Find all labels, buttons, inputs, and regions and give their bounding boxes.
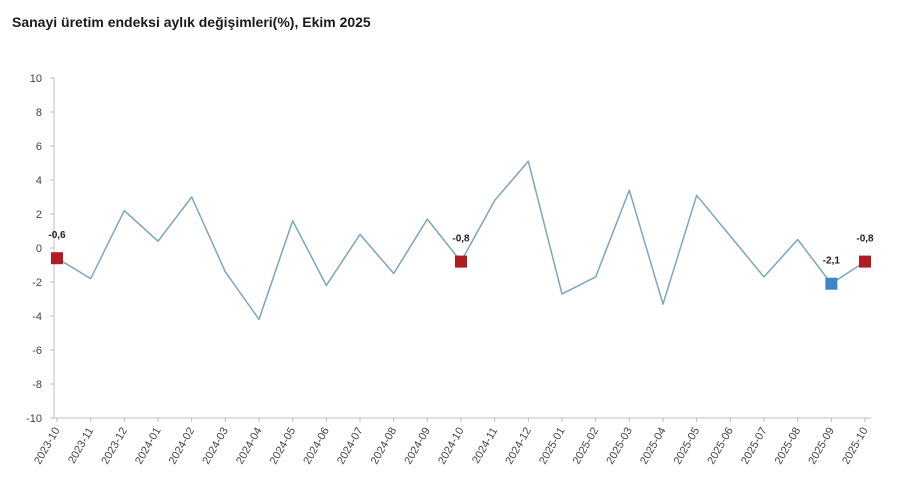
x-tick-label: 2025-05 <box>672 426 703 467</box>
plot-area: -0,6 -0,8 -2,1 -0,8 <box>48 160 874 321</box>
x-tick-label: 2024-08 <box>369 426 400 467</box>
data-label: -2,1 <box>823 256 841 267</box>
x-tick-label: 2025-06 <box>705 426 736 467</box>
highlight-marker <box>859 255 871 268</box>
x-tick-label: 2024-03 <box>200 426 231 467</box>
y-tick-label: 2 <box>36 209 42 221</box>
x-tick-label: 2024-09 <box>402 426 433 467</box>
x-tick-label: 2024-10 <box>436 426 467 467</box>
y-tick-label: -10 <box>26 413 42 425</box>
y-tick-label: 6 <box>36 141 42 153</box>
x-tick-label: 2023-12 <box>99 426 130 467</box>
y-tick-label: -8 <box>32 379 42 391</box>
data-label: -0,6 <box>48 230 66 241</box>
x-tick-label: 2023-10 <box>32 426 63 467</box>
highlight-marker <box>825 277 838 290</box>
y-tick-label: 0 <box>36 243 42 255</box>
x-tick-label: 2025-07 <box>739 426 770 467</box>
x-tick-label: 2025-04 <box>638 426 669 467</box>
x-tick-label: 2023-11 <box>66 426 96 466</box>
x-tick-label: 2024-04 <box>234 426 265 467</box>
x-tick-label: 2024-01 <box>133 426 164 467</box>
chart-title: Sanayi üretim endeksi aylık değişimleri(… <box>12 14 371 30</box>
highlight-marker <box>51 252 63 265</box>
y-tick-label: -4 <box>32 311 42 323</box>
y-tick-label: 8 <box>36 107 42 119</box>
x-tick-label: 2024-05 <box>268 426 299 467</box>
y-axis: 10 8 6 4 2 0 -2 -4 -6 -8 -10 <box>26 73 55 425</box>
data-label: -0,8 <box>452 234 470 245</box>
x-tick-label: 2024-06 <box>301 426 332 467</box>
x-axis: 2023-10 2023-11 2023-12 2024-01 2024-02 2024-… <box>32 417 871 467</box>
y-tick-label: 4 <box>36 175 42 187</box>
x-tick-label: 2025-10 <box>840 426 871 467</box>
x-tick-label: 2025-02 <box>571 426 602 467</box>
y-tick-label: -6 <box>32 345 42 357</box>
x-tick-label: 2025-03 <box>604 426 635 467</box>
y-tick-label: 10 <box>30 73 42 85</box>
x-tick-label: 2024-02 <box>167 426 198 467</box>
x-tick-label: 2025-08 <box>773 426 804 467</box>
highlight-marker <box>455 255 467 268</box>
x-tick-label: 2024-07 <box>335 426 366 467</box>
data-label: -0,8 <box>856 234 874 245</box>
x-tick-label: 2025-09 <box>806 426 837 467</box>
x-tick-label: 2025-01 <box>537 426 568 467</box>
y-tick-label: -2 <box>32 277 42 289</box>
x-tick-label: 2024-11 <box>470 425 500 465</box>
x-tick-label: 2024-12 <box>503 426 534 467</box>
